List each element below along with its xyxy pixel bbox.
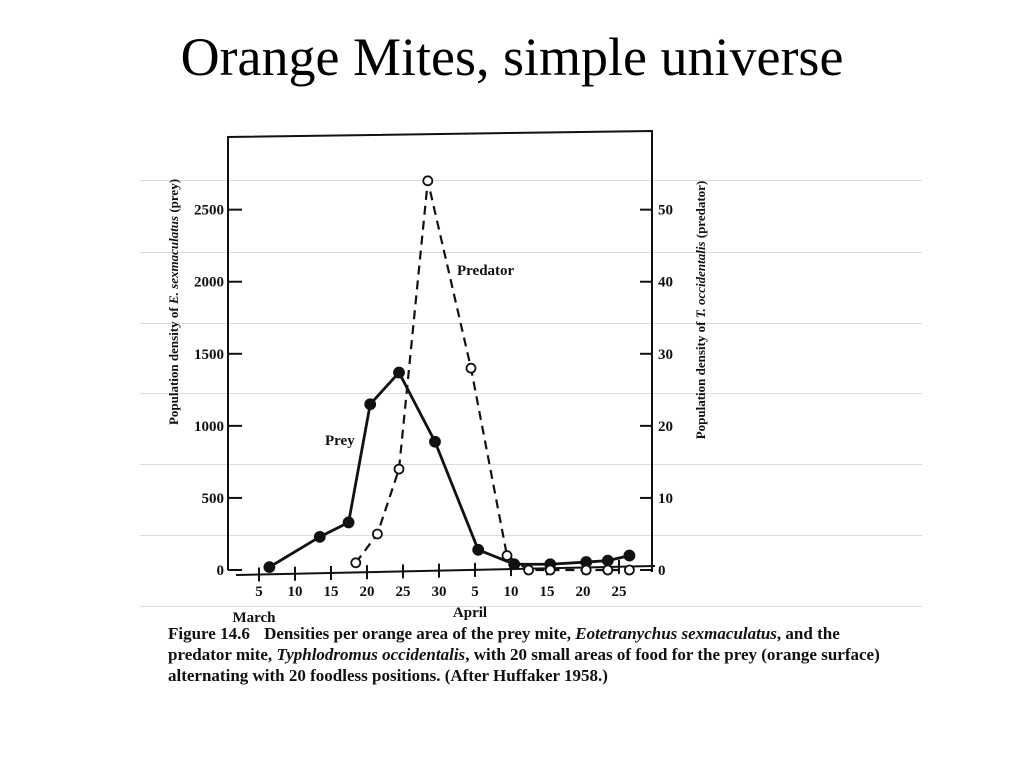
x-tick-label: 15 [540, 584, 555, 600]
y-left-tick-label: 1000 [194, 419, 224, 435]
background-line [140, 393, 922, 394]
prey-data-point [472, 543, 485, 556]
predator-data-point [624, 564, 635, 576]
y-left-tick-label: 0 [217, 563, 225, 579]
prey-data-point [508, 558, 521, 571]
x-tick-label: 10 [288, 584, 303, 600]
background-line [140, 180, 922, 181]
background-line [140, 323, 922, 324]
predator-data-point [544, 564, 556, 576]
background-line [140, 464, 922, 465]
caption-predator-species: Typhlodromus occidentalis [276, 645, 466, 664]
x-tick-label: 10 [504, 584, 519, 600]
plot-frame [227, 129, 653, 572]
y-right-tick-label: 40 [658, 275, 673, 291]
y-left-tick-label: 500 [202, 491, 225, 507]
x-tick-label: 30 [432, 584, 447, 600]
predator-data-point [350, 557, 362, 569]
predator-data-point [393, 463, 405, 475]
y-axis-right-label: Population density of T. occidentalis (p… [693, 181, 708, 440]
x-tick-label: 25 [612, 584, 627, 600]
y-right-label-species: T. occidentalis [693, 241, 708, 318]
predator-data-point [523, 564, 534, 576]
prey-data-point [429, 435, 441, 448]
prey-data-point [263, 561, 276, 574]
x-tick-label: 5 [255, 584, 263, 600]
prey-data-point [364, 398, 377, 411]
series-annotation: Predator [457, 263, 515, 279]
x-axis-line [235, 565, 656, 576]
caption-text-3: , with 20 small areas of food for the pr… [168, 645, 880, 685]
x-month-label: March [232, 610, 276, 626]
y-right-tick-label: 0 [658, 563, 666, 579]
y-left-label-text: Population density of [166, 304, 181, 425]
y-right-tick-label: 50 [658, 203, 673, 219]
y-left-tick-label: 1500 [194, 347, 224, 363]
background-line [140, 252, 922, 253]
x-tick-label: 15 [324, 584, 339, 600]
predator-data-point [602, 564, 614, 576]
prey-data-point [623, 549, 636, 562]
prey-data-point [342, 516, 355, 529]
prey-data-point [313, 530, 326, 543]
y-axis-left-label: Population density of E. sexmaculatus (p… [166, 179, 181, 425]
y-right-tick-label: 10 [658, 491, 673, 507]
x-tick-label: 5 [471, 584, 479, 600]
y-left-label-tag: (prey) [166, 179, 181, 216]
predator-data-point [501, 550, 513, 561]
background-line [140, 606, 922, 607]
caption-text-1: Densities per orange area of the prey mi… [264, 624, 576, 643]
y-left-tick-label: 2000 [194, 275, 224, 291]
predator-data-point [465, 362, 477, 374]
caption-text-2: , and the predator mite, [168, 624, 840, 664]
x-month-label: April [453, 605, 487, 621]
figure-caption: Figure 14.6 Densities per orange area of… [168, 623, 898, 686]
predator-data-point [422, 175, 434, 187]
x-tick-label: 20 [360, 584, 375, 600]
predator-data-point [371, 528, 383, 540]
y-right-label-text: Population density of [693, 318, 708, 439]
x-tick-label: 20 [576, 584, 591, 600]
y-right-tick-label: 20 [658, 419, 673, 435]
figure-label: Figure 14.6 [168, 624, 250, 643]
prey-data-point [393, 366, 405, 379]
predator-series-line [354, 180, 630, 572]
y-left-label-species: E. sexmaculatus [166, 216, 181, 305]
y-left-tick-label: 2500 [194, 203, 224, 219]
prey-data-point [601, 554, 614, 567]
y-right-label-tag: (predator) [693, 181, 708, 242]
series-annotation: Prey [325, 433, 355, 449]
slide-title: Orange Mites, simple universe [180, 27, 844, 87]
caption-prey-species: Eotetranychus sexmaculatus [575, 624, 777, 643]
y-right-tick-label: 30 [658, 347, 673, 363]
x-tick-label: 25 [396, 584, 411, 600]
background-line [140, 535, 922, 536]
predator-data-point [580, 564, 592, 576]
